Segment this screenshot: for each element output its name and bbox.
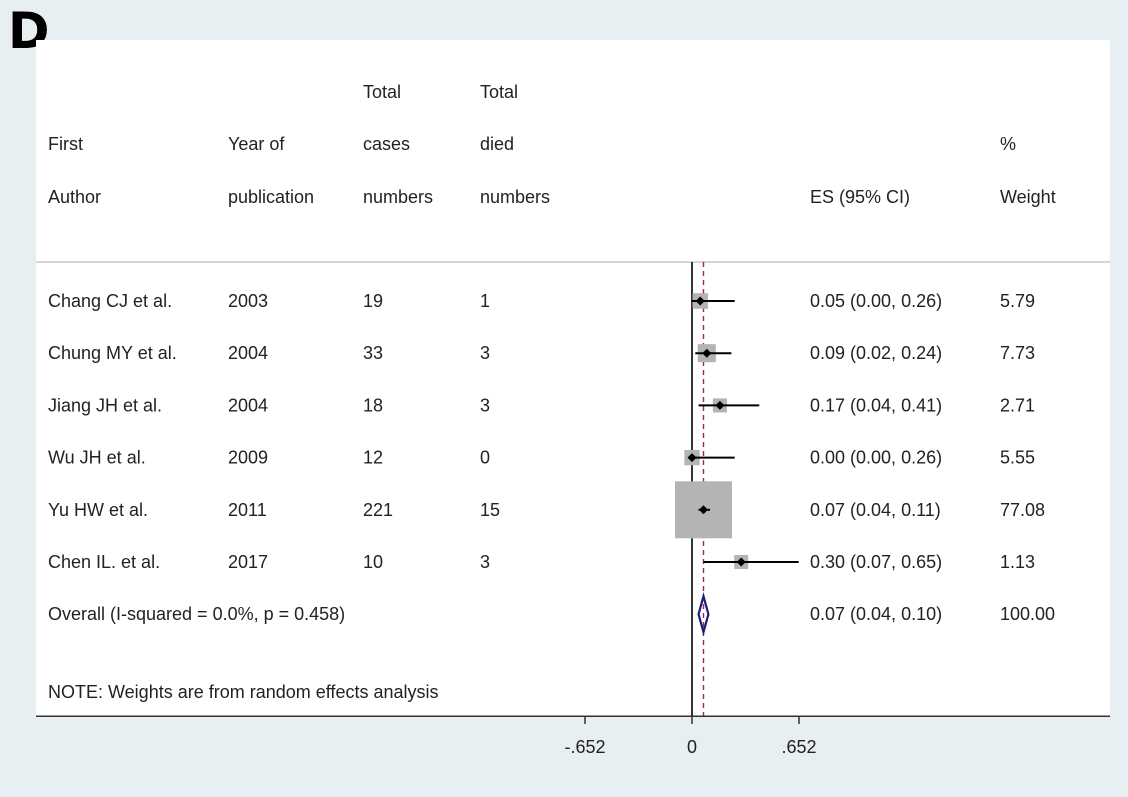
header-author-line: First [48, 134, 83, 154]
point-estimate [698, 505, 708, 515]
x-tick-label: -.652 [564, 737, 605, 757]
study-weight: 5.79 [1000, 291, 1035, 311]
header-year-line: Year of [228, 134, 285, 154]
point-estimate [687, 453, 697, 463]
study-year: 2011 [228, 500, 267, 520]
study-es-ci: 0.09 (0.02, 0.24) [810, 343, 942, 363]
x-tick-label: .652 [781, 737, 816, 757]
study-died: 3 [480, 552, 490, 572]
study-died: 3 [480, 395, 490, 415]
study-es-ci: 0.17 (0.04, 0.41) [810, 395, 942, 415]
header-died-line: numbers [480, 187, 550, 207]
header-died-line: Total [480, 82, 518, 102]
study-es-ci: 0.07 (0.04, 0.11) [810, 500, 941, 520]
study-weight: 7.73 [1000, 343, 1035, 363]
header-cases-line: cases [363, 134, 410, 154]
header-year-line: publication [228, 187, 314, 207]
study-author: Yu HW et al. [48, 500, 148, 520]
header-cases-line: Total [363, 82, 401, 102]
study-cases: 221 [363, 500, 393, 520]
study-cases: 18 [363, 395, 383, 415]
point-estimate [702, 348, 712, 358]
point-estimate [695, 296, 705, 306]
header-author-line: Author [48, 187, 101, 207]
study-cases: 10 [363, 552, 383, 572]
header-weight-line: Weight [1000, 187, 1056, 207]
overall-diamond [697, 592, 710, 637]
study-es-ci: 0.00 (0.00, 0.26) [810, 448, 942, 468]
study-year: 2009 [228, 448, 268, 468]
header-weight-line: % [1000, 134, 1016, 154]
study-died: 0 [480, 448, 490, 468]
study-author: Chang CJ et al. [48, 291, 172, 311]
study-es-ci: 0.05 (0.00, 0.26) [810, 291, 942, 311]
study-died: 3 [480, 343, 490, 363]
study-year: 2004 [228, 395, 268, 415]
note-text: NOTE: Weights are from random effects an… [48, 682, 438, 702]
study-cases: 19 [363, 291, 383, 311]
study-weight: 2.71 [1000, 395, 1035, 415]
study-died: 15 [480, 500, 500, 520]
x-tick-label: 0 [687, 737, 697, 757]
study-author: Chung MY et al. [48, 343, 177, 363]
study-author: Jiang JH et al. [48, 395, 162, 415]
study-year: 2003 [228, 291, 268, 311]
study-author: Wu JH et al. [48, 448, 146, 468]
study-weight: 1.13 [1000, 552, 1035, 572]
study-es-ci: 0.30 (0.07, 0.65) [810, 552, 942, 572]
study-cases: 12 [363, 448, 383, 468]
study-died: 1 [480, 291, 490, 311]
point-estimate [715, 400, 725, 410]
study-weight: 77.08 [1000, 500, 1045, 520]
overall-label: Overall (I-squared = 0.0%, p = 0.458) [48, 604, 345, 624]
header-cases-line: numbers [363, 187, 433, 207]
study-author: Chen IL. et al. [48, 552, 160, 572]
study-weight: 5.55 [1000, 448, 1035, 468]
study-cases: 33 [363, 343, 383, 363]
point-estimate [736, 557, 746, 567]
forest-plot-panel: First Author Year of publication Total cases n… [36, 40, 1110, 717]
study-year: 2017 [228, 552, 268, 572]
study-year: 2004 [228, 343, 268, 363]
header-died-line: died [480, 134, 514, 154]
overall-es-ci: 0.07 (0.04, 0.10) [810, 604, 942, 624]
header-es-line: ES (95% CI) [810, 187, 910, 207]
forest-plot-svg: First Author Year of publication Total cases n… [36, 82, 1110, 717]
overall-weight: 100.00 [1000, 604, 1055, 624]
